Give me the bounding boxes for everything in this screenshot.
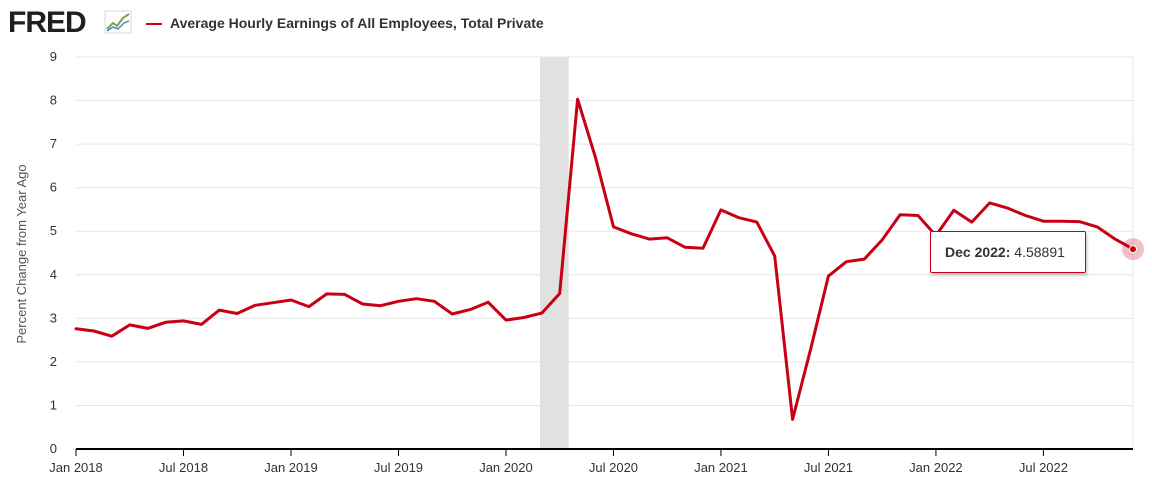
data-point[interactable] xyxy=(1112,236,1118,242)
data-point[interactable] xyxy=(969,219,975,225)
data-point[interactable] xyxy=(1023,213,1029,219)
data-point[interactable] xyxy=(234,311,240,317)
data-point[interactable] xyxy=(521,314,527,320)
y-tick-label: 2 xyxy=(50,354,57,369)
data-point[interactable] xyxy=(1094,224,1100,230)
legend-series-title[interactable]: Average Hourly Earnings of All Employees… xyxy=(170,15,544,31)
data-point[interactable] xyxy=(915,213,921,219)
x-tick-label: Jul 2018 xyxy=(159,460,208,475)
data-point[interactable] xyxy=(216,307,222,313)
x-tick-label: Jul 2021 xyxy=(804,460,853,475)
data-point[interactable] xyxy=(1076,219,1082,225)
data-point[interactable] xyxy=(610,224,616,230)
data-point[interactable] xyxy=(1058,218,1064,224)
data-point[interactable] xyxy=(718,207,724,213)
data-point[interactable] xyxy=(951,207,957,213)
data-point[interactable] xyxy=(539,310,545,316)
legend-swatch xyxy=(146,23,162,25)
data-point[interactable] xyxy=(700,245,706,251)
data-point[interactable] xyxy=(861,256,867,262)
data-point[interactable] xyxy=(413,296,419,302)
data-point[interactable] xyxy=(395,298,401,304)
data-point[interactable] xyxy=(252,302,258,308)
trend-line-icon xyxy=(104,10,132,34)
data-point[interactable] xyxy=(485,299,491,305)
data-point[interactable] xyxy=(808,347,814,353)
data-point[interactable] xyxy=(754,219,760,225)
y-tick-label: 8 xyxy=(50,93,57,108)
x-tick-label: Jan 2019 xyxy=(264,460,318,475)
data-point[interactable] xyxy=(449,311,455,317)
x-tick-label: Jul 2020 xyxy=(589,460,638,475)
y-tick-label: 5 xyxy=(50,223,57,238)
data-point[interactable] xyxy=(127,322,133,328)
data-point[interactable] xyxy=(431,298,437,304)
data-point[interactable] xyxy=(825,273,831,279)
y-axis-label: Percent Change from Year Ago xyxy=(14,164,29,343)
x-tick-label: Jan 2021 xyxy=(694,460,748,475)
series-line[interactable] xyxy=(74,97,1135,421)
tooltip: Dec 2022: 4.58891 xyxy=(930,231,1086,273)
hover-dot[interactable] xyxy=(1129,245,1137,254)
data-point[interactable] xyxy=(646,236,652,242)
data-point[interactable] xyxy=(91,328,97,334)
data-point[interactable] xyxy=(467,307,473,313)
tooltip-date: Dec 2022: xyxy=(945,244,1011,260)
data-point[interactable] xyxy=(772,253,778,259)
data-point[interactable] xyxy=(503,317,509,323)
y-tick-label: 3 xyxy=(50,310,57,325)
y-tick-label: 0 xyxy=(50,441,57,456)
data-point[interactable] xyxy=(843,259,849,265)
data-point[interactable] xyxy=(1040,218,1046,224)
y-tick-label: 1 xyxy=(50,397,57,412)
data-point[interactable] xyxy=(198,321,204,327)
data-point[interactable] xyxy=(736,215,742,221)
data-point[interactable] xyxy=(879,237,885,243)
x-axis-ticks: Jan 2018 Jul 2018 Jan 2019 Jul 2019 Jan 2020… xyxy=(49,449,1068,475)
data-point[interactable] xyxy=(987,200,993,206)
data-point[interactable] xyxy=(557,291,563,297)
data-point[interactable] xyxy=(1005,205,1011,211)
data-point[interactable] xyxy=(575,96,581,102)
data-point[interactable] xyxy=(628,231,634,237)
y-tick-label: 9 xyxy=(50,49,57,64)
data-point[interactable] xyxy=(109,333,115,339)
data-point[interactable] xyxy=(790,416,796,422)
grid-lines xyxy=(76,56,1134,449)
y-tick-label: 4 xyxy=(50,267,57,282)
data-point[interactable] xyxy=(145,325,151,331)
data-point[interactable] xyxy=(73,326,79,332)
data-point[interactable] xyxy=(324,291,330,297)
data-point[interactable] xyxy=(664,235,670,241)
x-tick-label: Jan 2022 xyxy=(909,460,963,475)
fred-logo[interactable]: FRED xyxy=(8,6,87,39)
data-point[interactable] xyxy=(180,318,186,324)
series-layer xyxy=(74,97,1135,421)
x-tick-label: Jul 2022 xyxy=(1019,460,1068,475)
data-point[interactable] xyxy=(593,155,599,161)
data-point[interactable] xyxy=(306,304,312,310)
data-point[interactable] xyxy=(682,244,688,250)
tooltip-value: 4.58891 xyxy=(1014,244,1065,260)
y-axis-ticks: 0 1 2 3 4 5 6 7 8 9 xyxy=(50,49,57,456)
x-tick-label: Jan 2018 xyxy=(49,460,103,475)
data-point[interactable] xyxy=(163,319,169,325)
x-tick-label: Jan 2020 xyxy=(479,460,533,475)
data-point[interactable] xyxy=(288,297,294,303)
data-point[interactable] xyxy=(378,303,384,309)
y-tick-label: 6 xyxy=(50,180,57,195)
data-point[interactable] xyxy=(270,300,276,306)
data-point[interactable] xyxy=(897,212,903,218)
chart-header: FRED Average Hourly Earnings of All Empl… xyxy=(0,0,1152,48)
y-tick-label: 7 xyxy=(50,136,57,151)
x-tick-label: Jul 2019 xyxy=(374,460,423,475)
data-point[interactable] xyxy=(342,291,348,297)
data-point[interactable] xyxy=(360,301,366,307)
